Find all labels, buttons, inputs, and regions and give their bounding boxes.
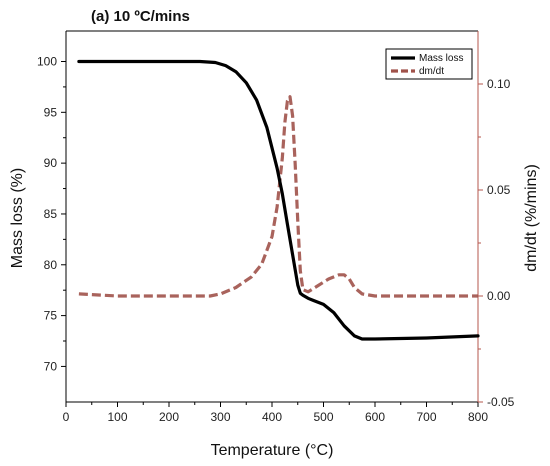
dmdt-series-line — [78, 95, 478, 298]
y-left-tick-label: 100 — [37, 54, 57, 68]
x-tick-label: 100 — [107, 410, 127, 424]
y-right-tick-label: 0.05 — [487, 183, 511, 197]
y-axis-right-label: dm/dt (%/mins) — [523, 164, 540, 272]
y-right-tick-label: -0.05 — [487, 395, 515, 409]
x-tick-label: 0 — [63, 410, 70, 424]
x-tick-label: 400 — [262, 410, 282, 424]
y-right-tick-label: 0.00 — [487, 289, 511, 303]
y-left-tick-label: 70 — [44, 359, 58, 373]
x-tick-label: 600 — [365, 410, 385, 424]
x-tick-label: 300 — [210, 410, 230, 424]
x-tick-label: 500 — [313, 410, 333, 424]
legend-label-dmdt: dm/dt — [419, 66, 444, 77]
y-axis-left-label: Mass loss (%) — [9, 168, 26, 268]
y-left-tick-label: 80 — [44, 258, 58, 272]
chart-title: (a) 10 ºC/mins — [91, 8, 190, 25]
y-left-tick-label: 75 — [44, 309, 58, 323]
mass-loss-series-line — [77, 59, 480, 341]
x-tick-label: 800 — [468, 410, 488, 424]
y-right-tick-label: 0.10 — [487, 77, 511, 91]
x-axis-label: Temperature (°C) — [211, 442, 334, 459]
y-left-tick-label: 95 — [44, 105, 58, 119]
x-tick-label: 200 — [159, 410, 179, 424]
x-tick-label: 700 — [416, 410, 436, 424]
legend-label-mass-loss: Mass loss — [419, 53, 463, 64]
legend-box — [385, 48, 473, 80]
y-left-tick-label: 85 — [44, 207, 58, 221]
y-left-tick-label: 90 — [44, 156, 58, 170]
